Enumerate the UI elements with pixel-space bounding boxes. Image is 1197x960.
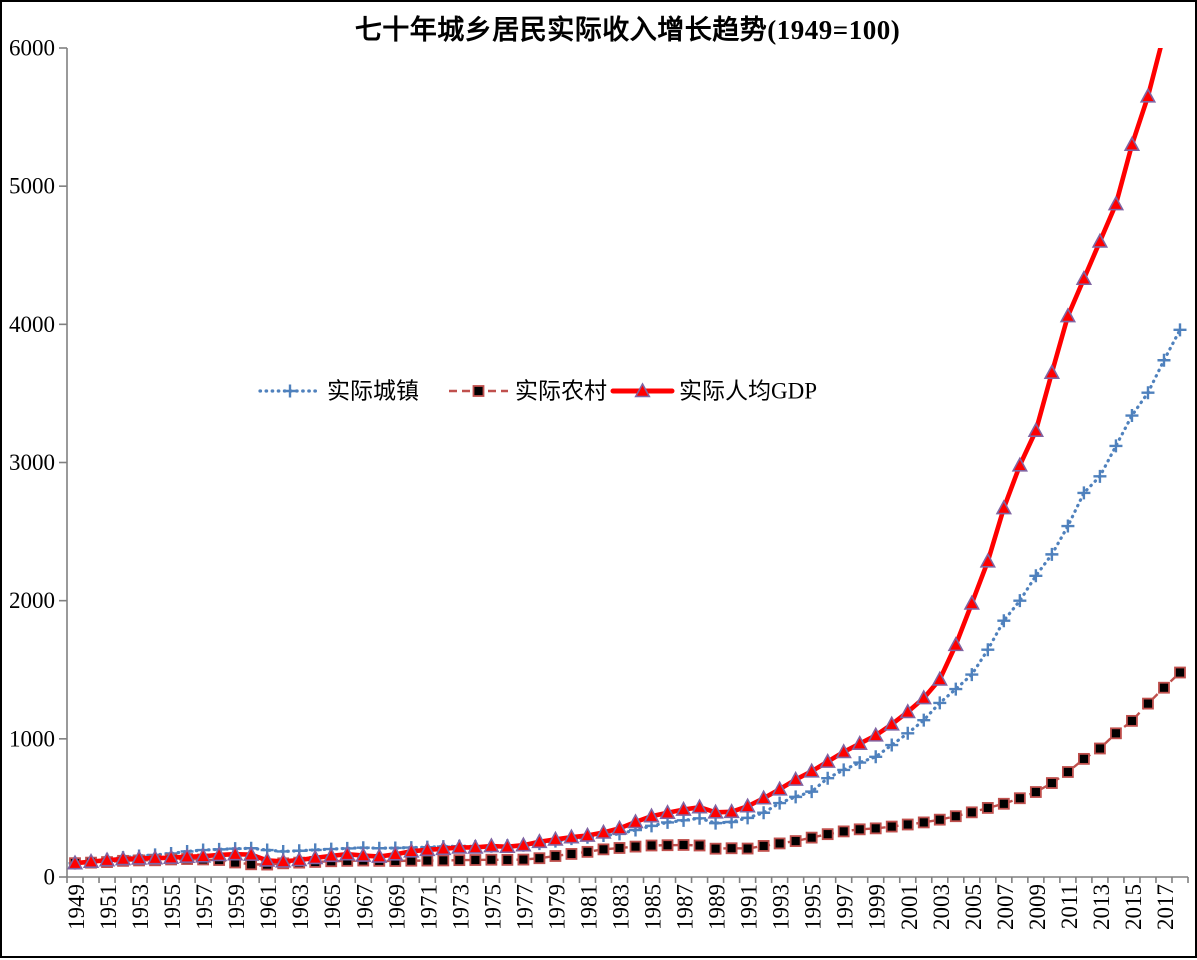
y-axis-tick-label: 4000: [9, 312, 55, 337]
legend-label: 实际人均GDP: [679, 379, 817, 404]
x-axis-tick-label: 1955: [160, 884, 185, 930]
x-axis-tick-label: 1981: [576, 884, 601, 930]
series-实际人均GDP: [66, 48, 1163, 870]
x-axis-tick-label: 2001: [897, 884, 922, 930]
x-axis-tick-label: 2013: [1089, 884, 1114, 930]
x-axis-tick-label: 1979: [544, 884, 569, 930]
legend-label: 实际农村: [515, 379, 607, 404]
y-axis-tick-label: 6000: [9, 36, 55, 61]
x-axis-tick-label: 2005: [961, 884, 986, 930]
y-axis-tick-label: 0: [44, 865, 56, 890]
x-axis-tick-label: 1997: [833, 884, 858, 930]
x-axis-tick-label: 1977: [512, 884, 537, 930]
x-axis-tick-label: 1987: [673, 884, 698, 930]
x-axis-tick-label: 1963: [288, 884, 313, 930]
x-axis-tick-label: 1995: [801, 884, 826, 930]
x-axis-tick-label: 1959: [224, 884, 249, 930]
legend: 实际城镇 实际农村 实际人均GDP: [258, 379, 817, 404]
y-axis-tick-label: 5000: [9, 174, 55, 199]
x-axis-tick-label: 1993: [769, 884, 794, 930]
x-axis-tick-label: 1953: [128, 884, 153, 930]
x-axis-tick-label: 2009: [1025, 884, 1050, 930]
series-实际农村: [69, 666, 1186, 871]
y-axis-tick-label: 3000: [9, 450, 55, 475]
chart-title: 七十年城乡居民实际收入增长趋势(1949=100): [354, 15, 901, 45]
x-axis-tick-label: 1999: [865, 884, 890, 930]
x-axis-labels: 1949 1951 1953 1955 1957 1959 1961 1963 1965 1967…: [64, 884, 1178, 930]
x-axis-tick-label: 2003: [929, 884, 954, 930]
legend-item-实际人均GDP: 实际人均GDP: [610, 379, 817, 404]
x-axis-tick-label: 1971: [416, 884, 441, 930]
x-axis-tick-label: 1965: [320, 884, 345, 930]
legend-label: 实际城镇: [327, 379, 419, 404]
x-axis-tick-label: 1983: [608, 884, 633, 930]
axes: 0 1000 2000 3000 4000 5000 6000: [9, 36, 1189, 890]
x-axis-tick-label: 2015: [1121, 884, 1146, 930]
x-axis-tick-label: 1975: [480, 884, 505, 930]
x-axis-tick-label: 1957: [192, 884, 217, 930]
x-axis-tick-label: 1967: [352, 884, 377, 930]
x-axis-tick-label: 1969: [384, 884, 409, 930]
x-axis-tick-label: 2007: [993, 884, 1018, 930]
x-axis-tick-label: 2017: [1153, 884, 1178, 930]
legend-item-实际农村: 实际农村: [449, 379, 607, 404]
x-axis-tick-label: 1989: [705, 884, 730, 930]
legend-item-实际城镇: 实际城镇: [258, 379, 419, 404]
x-axis-tick-label: 1951: [96, 884, 121, 930]
x-axis-tick-label: 1961: [256, 884, 281, 930]
x-axis-tick-label: 1991: [737, 884, 762, 930]
x-axis-tick-label: 1949: [64, 884, 89, 930]
x-axis-tick-label: 1973: [448, 884, 473, 930]
x-axis-tick-label: 1985: [641, 884, 666, 930]
x-axis-tick-label: 2011: [1057, 884, 1082, 929]
y-axis-tick-label: 2000: [9, 588, 55, 613]
y-axis-tick-label: 1000: [9, 726, 55, 751]
series-实际城镇: [68, 323, 1187, 870]
